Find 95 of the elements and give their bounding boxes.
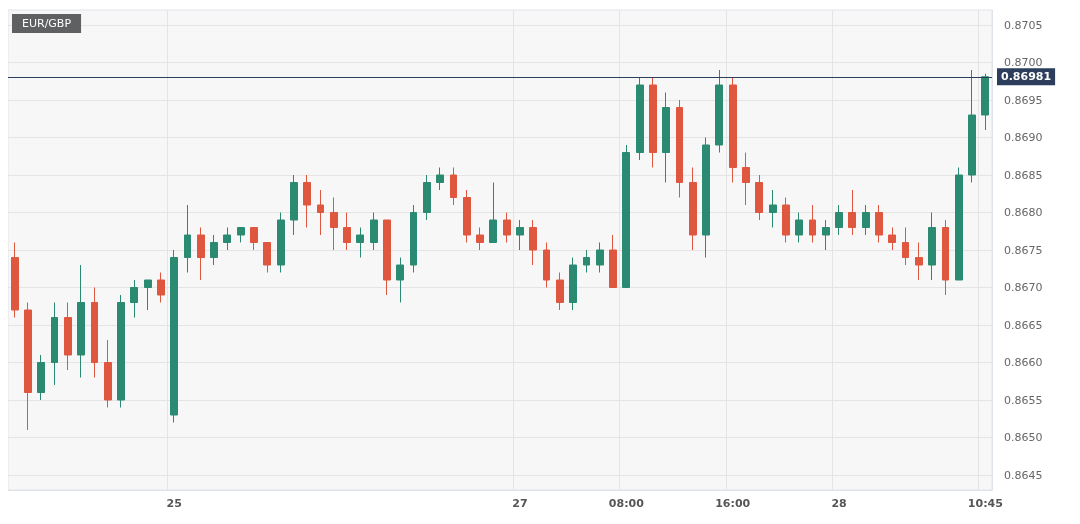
- candlestick: [835, 204, 843, 236]
- candlestick: [396, 257, 404, 303]
- y-tick-label: 0.8705: [1004, 18, 1043, 32]
- candlestick: [370, 212, 378, 251]
- candlestick: [77, 264, 85, 378]
- candlestick: [942, 219, 949, 296]
- y-tick-label: 0.8645: [1004, 468, 1043, 482]
- candlestick: [636, 77, 644, 161]
- candlestick: [702, 137, 710, 258]
- candlestick: [902, 227, 909, 266]
- y-tick-label: 0.8650: [1004, 431, 1043, 444]
- candlestick: [583, 249, 590, 273]
- candlestick: [981, 73, 989, 131]
- candlestick: [290, 174, 298, 236]
- candlestick: [596, 242, 604, 273]
- candlestick: [809, 204, 816, 243]
- candlestick: [848, 189, 856, 236]
- candlestick: [529, 219, 537, 266]
- candlestick: [157, 272, 165, 303]
- candlestick: [782, 197, 790, 243]
- candlestick: [463, 189, 471, 243]
- y-tick-label: 0.8680: [1004, 206, 1043, 219]
- candlestick: [144, 279, 152, 311]
- x-tick-label: 27: [512, 497, 528, 510]
- candlestick: [715, 69, 723, 153]
- candlestick: [37, 354, 45, 401]
- candlestick: [170, 249, 178, 423]
- y-tick-label: 0.8690: [1004, 131, 1043, 144]
- candlestick: [11, 242, 19, 318]
- candlestick: [91, 287, 98, 378]
- text: EUR/GBP: [22, 17, 72, 30]
- candlestick: [210, 234, 218, 266]
- candlestick: [689, 167, 697, 251]
- candlestick: [237, 227, 245, 243]
- candlestick: [223, 227, 231, 251]
- candlestick: [383, 219, 391, 296]
- candlestick: [609, 234, 617, 288]
- candlestick: [822, 219, 830, 251]
- candlestick: [928, 212, 936, 281]
- candlestick: [729, 77, 737, 183]
- candlestick: [423, 174, 431, 221]
- candlestick: [104, 339, 112, 408]
- candlestick: [795, 212, 803, 243]
- candlestick: [303, 174, 311, 228]
- ref-line-label: 0.86981: [1001, 70, 1052, 84]
- candlestick: [862, 204, 870, 236]
- x-tick-label: 16:00: [715, 497, 751, 510]
- candlestick: [51, 302, 58, 386]
- candlestick: [250, 227, 258, 251]
- candlestick: [410, 204, 417, 273]
- x-tick-label: 08:00: [608, 497, 645, 510]
- candlestick: [662, 92, 670, 183]
- y-tick-label: 0.8670: [1004, 281, 1043, 294]
- x-tick-label: 25: [166, 497, 182, 510]
- candlestick: [117, 294, 125, 408]
- candlestick: [755, 174, 763, 221]
- candlestick: [489, 182, 497, 243]
- candlestick: [955, 167, 963, 281]
- candlestick: [356, 227, 364, 258]
- candlestick: [24, 302, 32, 431]
- candlestick: [543, 242, 550, 288]
- candlestick: [556, 272, 564, 311]
- x-tick-label: 10:45: [967, 497, 1003, 510]
- candlestick: [330, 197, 338, 251]
- candlestick: [503, 212, 511, 243]
- y-tick-label: 0.8675: [1004, 243, 1043, 257]
- candlestick: [343, 212, 351, 251]
- candlestick: [769, 189, 777, 228]
- candlestick: [676, 99, 683, 198]
- y-tick-label: 0.8700: [1004, 56, 1043, 69]
- candlestick: [915, 242, 923, 281]
- candlestick: [968, 69, 976, 183]
- candlestick: [742, 152, 750, 206]
- candlestick: [476, 227, 484, 251]
- candlestick: [197, 227, 205, 281]
- y-tick-label: 0.8660: [1004, 356, 1043, 369]
- candlestick: [436, 167, 444, 191]
- y-tick-label: 0.8695: [1004, 93, 1043, 107]
- candlestick: [888, 227, 896, 251]
- candlestick: [263, 242, 271, 273]
- candlestick: [569, 257, 577, 311]
- candlestick: [64, 302, 72, 371]
- x-tick-label: 28: [831, 497, 847, 510]
- candlestick: [130, 279, 138, 318]
- y-tick-label: 0.8685: [1004, 168, 1043, 182]
- candlestick: [317, 189, 324, 236]
- candlestick: [622, 144, 630, 288]
- candlestick: [649, 77, 657, 168]
- y-tick-label: 0.8665: [1004, 318, 1043, 332]
- candlestick: [875, 204, 883, 243]
- candlestick: [450, 167, 457, 206]
- candlestick: [277, 212, 285, 273]
- candlestick: [184, 204, 191, 273]
- candlestick: [516, 219, 524, 251]
- y-tick-label: 0.8655: [1004, 393, 1043, 407]
